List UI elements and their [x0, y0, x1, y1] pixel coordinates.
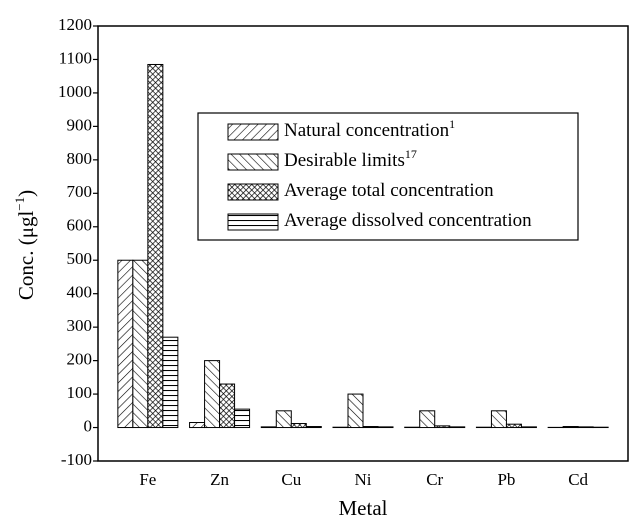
y-tick-label: 1100 — [59, 48, 92, 67]
legend-swatch — [227, 183, 279, 201]
bar — [305, 426, 322, 429]
bar — [147, 63, 164, 429]
y-tick-label: 600 — [67, 216, 93, 235]
y-tick-label: 700 — [67, 182, 93, 201]
legend-text: Average total concentration — [284, 180, 494, 201]
plot-frame — [97, 25, 629, 462]
y-tick-label: 200 — [67, 350, 93, 369]
bar — [434, 425, 451, 429]
y-tick-label: 800 — [67, 149, 93, 168]
bar — [219, 383, 236, 429]
y-axis-title-sup: −1 — [12, 197, 27, 211]
bar — [204, 360, 221, 429]
legend-text: Desirable limits — [284, 150, 405, 171]
legend: Natural concentration1 Desirable limits17… — [197, 112, 579, 241]
x-tick-label: Pb — [497, 470, 515, 489]
legend-text: Average dissolved concentration — [284, 210, 532, 231]
bar — [347, 393, 364, 429]
bar — [449, 426, 466, 429]
y-axis-title-suffix: ) — [14, 190, 38, 197]
bar — [260, 426, 277, 429]
legend-label: Average total concentration — [284, 180, 494, 201]
y-tick-label: 100 — [67, 383, 93, 402]
bar — [117, 259, 134, 429]
y-axis-title-text: Conc. (μgl — [14, 211, 38, 301]
y-axis-title: Conc. (μgl−1) — [12, 190, 38, 300]
legend-text: Natural concentration — [284, 120, 450, 141]
y-tick-label: -100 — [61, 450, 92, 469]
legend-label: Desirable limits17 — [284, 147, 417, 172]
legend-label: Average dissolved concentration — [284, 210, 532, 231]
x-tick-label: Cd — [568, 470, 588, 489]
bar — [162, 336, 179, 429]
bar — [132, 259, 149, 429]
y-tick-label: 500 — [67, 249, 93, 268]
y-tick-label: 900 — [67, 115, 93, 134]
x-tick-label: Fe — [139, 470, 156, 489]
x-tick-label: Cu — [281, 470, 301, 489]
legend-label: Natural concentration1 — [284, 117, 455, 142]
bar — [490, 410, 507, 429]
legend-swatch — [227, 123, 279, 141]
y-tick-label: 1000 — [58, 82, 92, 101]
y-tick-label: 300 — [67, 316, 93, 335]
bar — [234, 408, 251, 429]
bar — [362, 426, 379, 429]
bar — [275, 410, 292, 429]
bar — [189, 422, 206, 429]
y-tick-label: 400 — [67, 283, 93, 302]
bar — [562, 426, 579, 429]
y-tick-label: 0 — [84, 416, 93, 435]
legend-sup: 17 — [405, 147, 417, 161]
bar — [290, 423, 307, 429]
x-tick-label: Ni — [355, 470, 372, 489]
legend-swatch — [227, 213, 279, 231]
x-axis-title: Metal — [339, 496, 388, 520]
x-tick-label: Zn — [210, 470, 229, 489]
bar — [520, 426, 537, 429]
bar — [577, 426, 594, 429]
y-tick-label: 1200 — [58, 15, 92, 34]
legend-sup: 1 — [449, 117, 455, 131]
bar — [419, 410, 436, 429]
bar — [377, 426, 394, 429]
x-tick-label: Cr — [426, 470, 443, 489]
legend-swatch — [227, 153, 279, 171]
bar — [505, 423, 522, 429]
